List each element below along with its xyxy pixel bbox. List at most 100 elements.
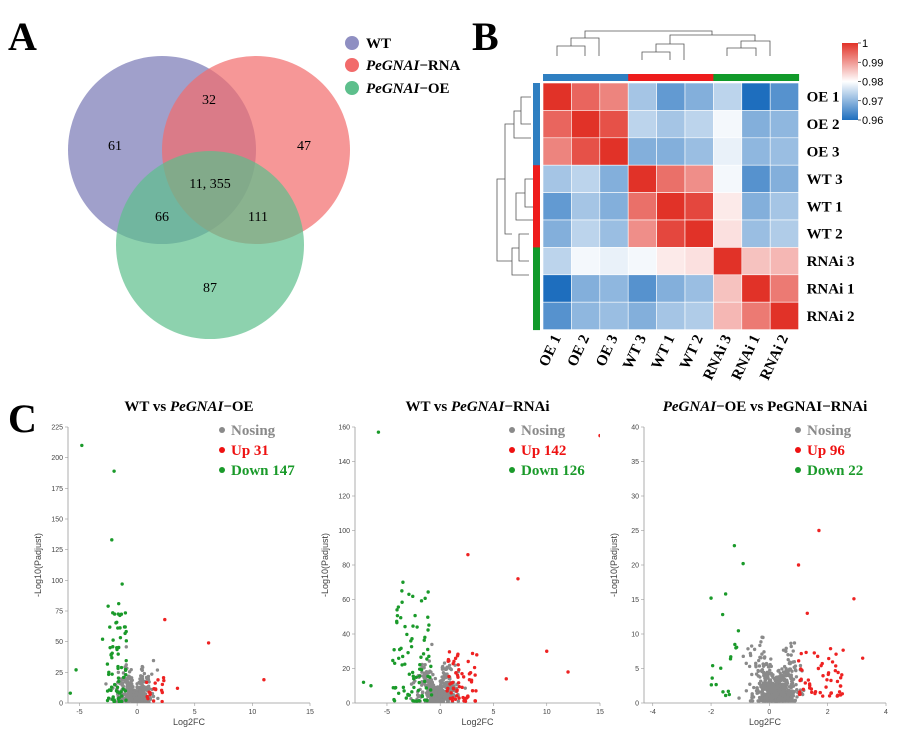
down-point	[410, 670, 415, 675]
nosing-point	[445, 680, 450, 685]
heatmap-cell	[713, 137, 743, 166]
heatmap-cell	[571, 301, 601, 330]
down-point	[392, 648, 396, 652]
up-point	[456, 652, 460, 656]
down-point	[120, 582, 124, 586]
heatmap-cell	[571, 192, 601, 221]
nosing-point	[104, 682, 108, 686]
nosing-point	[137, 699, 141, 703]
heatmap-cell	[713, 110, 743, 139]
down-point	[112, 682, 117, 687]
nosing-point	[761, 684, 765, 689]
nosing-point	[795, 695, 799, 699]
column-group-bar	[543, 74, 572, 81]
heatmap-cell	[656, 192, 686, 221]
down-point	[392, 661, 397, 665]
venn-value-rna-only: 47	[297, 139, 311, 154]
down-point	[426, 590, 430, 594]
down-point	[105, 698, 110, 703]
down-point	[115, 690, 120, 694]
column-group-bar	[656, 74, 686, 81]
down-point	[412, 699, 417, 703]
heatmap-cell	[627, 274, 657, 303]
legend-label-wt: WT	[366, 36, 391, 52]
down-point	[411, 624, 415, 628]
x-tick-label: -4	[650, 709, 656, 716]
down-point	[419, 655, 423, 659]
up-point	[860, 656, 865, 660]
nosing-point	[140, 695, 144, 700]
nosing-point	[754, 672, 759, 676]
up-point	[460, 685, 464, 690]
nosing-point	[758, 675, 762, 679]
up-point	[821, 694, 825, 698]
down-point	[119, 612, 124, 616]
up-point	[804, 650, 808, 655]
y-tick-label: 160	[338, 425, 350, 432]
up-point	[828, 646, 833, 651]
up-point	[504, 677, 508, 681]
up-point	[447, 674, 451, 679]
column-dendrogram-branch	[556, 45, 586, 56]
column-group-bar	[770, 74, 800, 81]
up-point	[454, 671, 458, 675]
y-tick-label: 225	[51, 425, 63, 432]
nosing-point	[793, 698, 797, 703]
row-dendrogram-branch	[513, 110, 531, 139]
down-point	[112, 469, 116, 473]
nosing-point	[756, 688, 760, 693]
nosing-point	[424, 691, 429, 695]
legend-label: Up 142	[521, 443, 566, 459]
up-point	[448, 696, 453, 701]
y-tick-label: 30	[631, 494, 639, 501]
down-point	[413, 613, 417, 618]
down-point	[729, 655, 733, 659]
colorbar-tick-label: 0.98	[862, 77, 883, 89]
colorbar-tick-label: 0.99	[862, 57, 883, 69]
down-point	[106, 604, 110, 608]
nosing-point	[757, 664, 762, 668]
nosing-point	[141, 690, 146, 694]
down-point	[400, 589, 404, 593]
up-point	[838, 693, 843, 697]
up-point	[824, 685, 828, 689]
y-tick-label: 150	[51, 517, 63, 524]
heatmap-cell	[713, 192, 743, 221]
heatmap-cell	[542, 219, 572, 248]
heatmap-cell	[627, 164, 657, 193]
heatmap-cell	[656, 110, 686, 139]
down-point	[416, 688, 421, 693]
up-point	[144, 680, 149, 685]
nosing-point	[431, 697, 436, 701]
nosing-point	[155, 668, 160, 672]
y-tick-label: 5	[635, 666, 639, 673]
volcano-title: WT vs PeGNAI−RNAi	[405, 399, 549, 415]
heatmap-cell	[627, 192, 657, 221]
down-point	[117, 601, 121, 606]
heatmap-col-label: WT 3	[620, 333, 650, 372]
down-point	[417, 680, 421, 685]
heatmap-cell	[571, 164, 601, 193]
heatmap-cell	[684, 219, 714, 248]
row-dendrogram-branch	[518, 233, 529, 262]
column-dendrogram-branch	[641, 51, 671, 60]
up-point	[805, 611, 809, 615]
nosing-point	[756, 699, 760, 703]
y-tick-label: 175	[51, 486, 63, 493]
heatmap-row-label: WT 2	[807, 227, 843, 243]
up-point	[160, 699, 164, 703]
up-point	[840, 673, 844, 677]
nosing-point	[775, 699, 780, 703]
up-point	[156, 678, 160, 682]
down-point	[406, 650, 410, 655]
down-point	[396, 656, 401, 660]
y-tick-label: 35	[631, 459, 639, 466]
down-point	[714, 682, 718, 687]
up-point	[838, 684, 843, 688]
down-point	[417, 699, 422, 703]
legend-label: Nosing	[231, 423, 276, 439]
nosing-point	[791, 660, 795, 664]
up-point	[806, 678, 811, 682]
down-point	[407, 592, 411, 597]
